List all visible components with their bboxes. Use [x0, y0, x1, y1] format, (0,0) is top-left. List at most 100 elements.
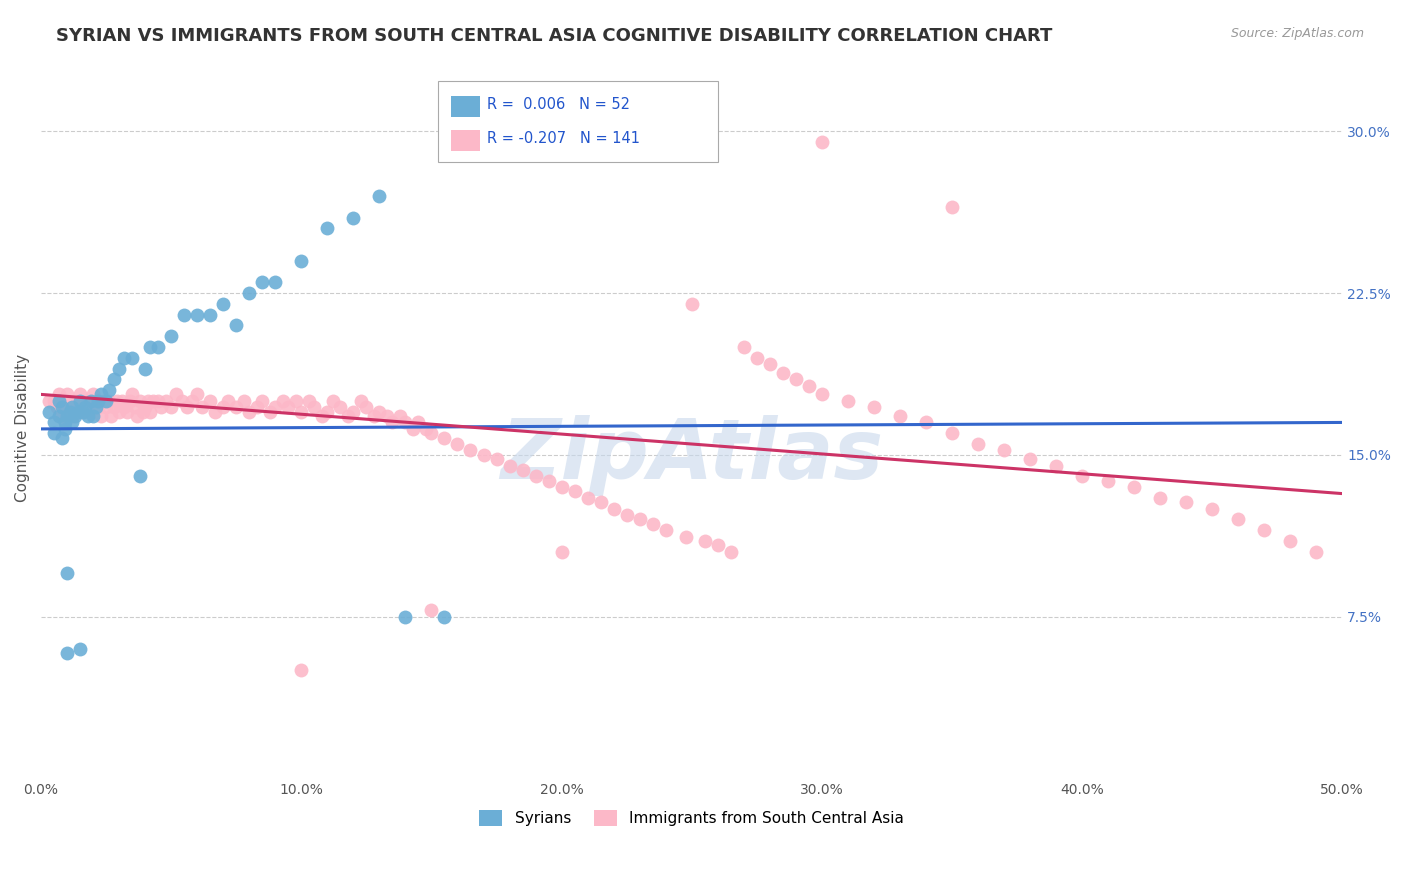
Point — [56, 409, 79, 423]
Point — [90, 387, 112, 401]
Point — [225, 318, 247, 333]
Point — [641, 516, 664, 531]
Text: SYRIAN VS IMMIGRANTS FROM SOUTH CENTRAL ASIA COGNITIVE DISABILITY CORRELATION CH: SYRIAN VS IMMIGRANTS FROM SOUTH CENTRAL … — [56, 27, 1053, 45]
Point — [63, 409, 86, 423]
Point — [191, 401, 214, 415]
Point — [103, 401, 125, 415]
Point — [69, 393, 91, 408]
Point — [149, 401, 172, 415]
Text: R =  0.006   N = 52: R = 0.006 N = 52 — [488, 96, 630, 112]
Point — [1305, 545, 1327, 559]
Point — [127, 409, 149, 423]
Point — [264, 275, 287, 289]
Point — [42, 426, 65, 441]
Point — [96, 401, 118, 415]
Point — [186, 387, 208, 401]
Point — [472, 448, 495, 462]
Point — [225, 401, 247, 415]
Point — [38, 393, 60, 408]
Y-axis label: Cognitive Disability: Cognitive Disability — [15, 354, 30, 502]
Point — [628, 512, 651, 526]
Point — [69, 387, 91, 401]
Point — [204, 405, 226, 419]
Point — [602, 501, 624, 516]
Point — [681, 297, 703, 311]
Point — [290, 253, 312, 268]
Point — [84, 401, 107, 415]
Point — [375, 409, 398, 423]
Point — [48, 409, 70, 423]
Legend: Syrians, Immigrants from South Central Asia: Syrians, Immigrants from South Central A… — [472, 803, 911, 834]
Point — [51, 401, 73, 415]
Point — [82, 387, 104, 401]
Point — [155, 393, 177, 408]
Point — [134, 401, 156, 415]
Point — [772, 366, 794, 380]
Point — [1019, 452, 1042, 467]
Point — [77, 401, 100, 415]
Point — [186, 308, 208, 322]
Point — [1045, 458, 1067, 473]
Point — [53, 401, 76, 415]
Point — [48, 393, 70, 408]
Point — [1175, 495, 1198, 509]
Point — [1097, 474, 1119, 488]
Text: Source: ZipAtlas.com: Source: ZipAtlas.com — [1230, 27, 1364, 40]
Point — [745, 351, 768, 365]
Point — [212, 297, 235, 311]
Point — [100, 409, 122, 423]
Point — [121, 351, 143, 365]
Point — [1227, 512, 1250, 526]
Point — [654, 523, 676, 537]
Point — [53, 416, 76, 430]
Point — [59, 405, 82, 419]
Point — [108, 405, 131, 419]
Point — [56, 387, 79, 401]
Point — [96, 393, 118, 408]
Point — [941, 426, 963, 441]
Point — [498, 458, 520, 473]
Point — [112, 401, 135, 415]
Point — [1279, 534, 1302, 549]
Point — [381, 416, 404, 430]
Point — [136, 393, 159, 408]
Point — [271, 393, 294, 408]
Point — [252, 393, 274, 408]
Text: R = -0.207   N = 141: R = -0.207 N = 141 — [488, 131, 640, 146]
Point — [285, 393, 308, 408]
Point — [1071, 469, 1094, 483]
Point — [394, 416, 416, 430]
Point — [87, 393, 110, 408]
Point — [550, 545, 572, 559]
Point — [79, 393, 101, 408]
Point — [129, 469, 152, 483]
Point — [75, 401, 97, 415]
Point — [51, 431, 73, 445]
Point — [112, 351, 135, 365]
Point — [181, 393, 204, 408]
Point — [259, 405, 281, 419]
Point — [160, 401, 183, 415]
Point — [785, 372, 807, 386]
Point — [59, 401, 82, 415]
Point — [77, 409, 100, 423]
Point — [389, 409, 412, 423]
Point — [82, 409, 104, 423]
Point — [69, 641, 91, 656]
Point — [460, 443, 482, 458]
Point — [1149, 491, 1171, 505]
Point — [200, 308, 222, 322]
Point — [93, 393, 115, 408]
Point — [889, 409, 911, 423]
Point — [524, 469, 547, 483]
Point — [758, 357, 780, 371]
Point — [72, 405, 94, 419]
Point — [160, 329, 183, 343]
Point — [111, 393, 134, 408]
Point — [246, 401, 269, 415]
Point — [42, 416, 65, 430]
Point — [165, 387, 187, 401]
Point — [408, 416, 430, 430]
Point — [264, 401, 287, 415]
Point — [142, 393, 165, 408]
